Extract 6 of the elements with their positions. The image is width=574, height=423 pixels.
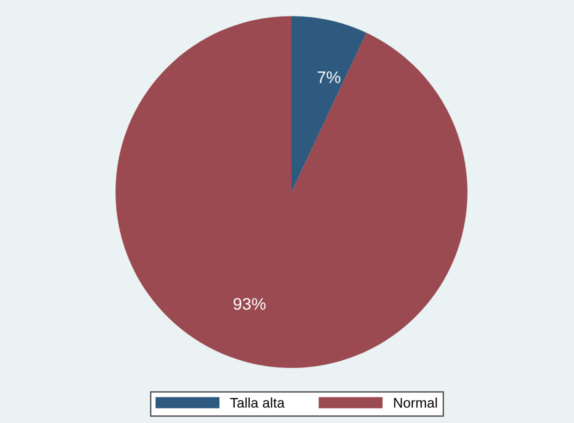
legend-label: Normal [394,398,437,408]
data-label: 7% [318,71,340,84]
data-label: 93% [234,298,266,310]
pie-slice [116,16,468,368]
legend-label: Talla alta [230,398,285,408]
pie-slice [292,16,366,192]
